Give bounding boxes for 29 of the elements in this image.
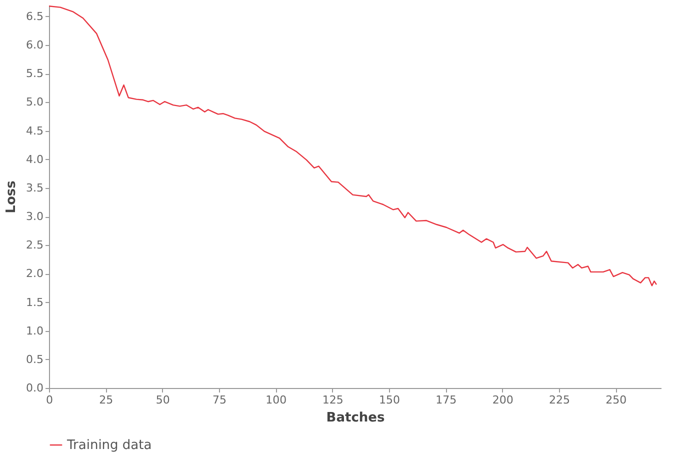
y-tick-label: 1.5 [26, 296, 44, 309]
y-tick-label: 2.5 [26, 238, 44, 252]
x-tick-label: 125 [322, 394, 344, 406]
y-tick-label: 6.5 [26, 10, 44, 23]
y-tick-label: 3.0 [26, 210, 44, 224]
x-tick-label: 250 [606, 394, 627, 406]
x-tick-label: 100 [266, 394, 287, 406]
y-tick-label: 0.0 [26, 382, 44, 394]
x-tick-label: 150 [379, 394, 400, 406]
y-tick-label: 3.5 [26, 181, 44, 194]
x-tick-label: 200 [492, 394, 514, 406]
x-tick-label: 225 [549, 394, 570, 406]
y-tick-label: 5.0 [26, 96, 44, 109]
y-tick-label: 0.5 [26, 352, 44, 366]
y-tick-label: 4.5 [26, 124, 44, 138]
y-tick-label: 6.0 [26, 38, 44, 52]
y-axis-title: Loss [4, 180, 20, 214]
x-tick-label: 0 [46, 394, 53, 406]
x-tick-label: 50 [156, 394, 170, 406]
x-axis-title: Batches [326, 410, 385, 426]
x-tick-label: 75 [212, 394, 226, 406]
line-series [49, 6, 658, 286]
x-tick-label: 25 [99, 394, 114, 406]
legend-label: Training data [66, 438, 152, 453]
y-tick-label: 4.0 [26, 152, 44, 166]
y-tick-label: 1.0 [26, 324, 44, 338]
y-tick-label: 2.0 [26, 267, 44, 280]
x-tick-label: 175 [436, 394, 457, 406]
y-tick-label: 5.5 [26, 67, 44, 80]
